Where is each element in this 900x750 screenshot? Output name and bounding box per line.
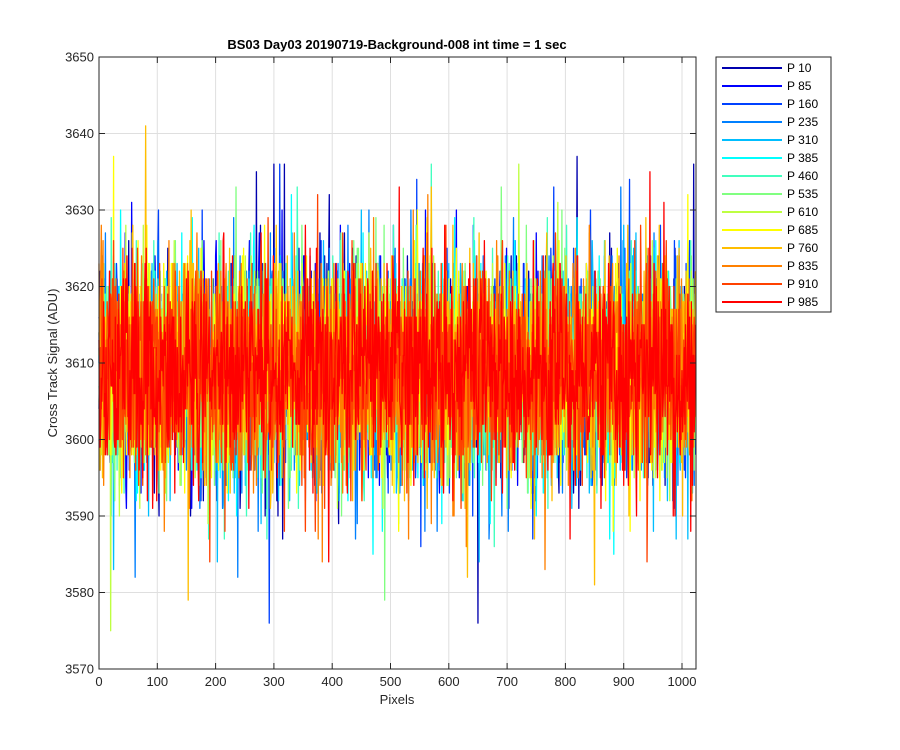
legend-box	[715, 56, 832, 313]
x-tick-label: 400	[321, 674, 343, 689]
legend-entry-label: P 760	[787, 241, 818, 255]
legend-entry-label: P 985	[787, 295, 818, 309]
x-tick-label: 600	[438, 674, 460, 689]
x-tick-label: 700	[496, 674, 518, 689]
y-tick-label: 3570	[65, 662, 94, 677]
x-tick-label: 300	[263, 674, 285, 689]
x-axis-label: Pixels	[380, 692, 415, 707]
x-tick-label: 800	[555, 674, 577, 689]
y-axis-label: Cross Track Signal (ADU)	[45, 289, 60, 438]
series-line-p910	[98, 194, 697, 563]
legend-entry-label: P 235	[787, 115, 818, 129]
legend-entry-label: P 460	[787, 169, 818, 183]
legend: P 10 P 85 P 160 P 235 P 310 P 385 P 460 P 535 P …	[715, 56, 832, 313]
x-tick-label: 100	[146, 674, 168, 689]
series-line-p985	[98, 171, 697, 563]
ticks: 0 100 200 300 400 500 600 700 800 900 1000 3570 3580…	[65, 50, 696, 690]
series-group	[98, 125, 697, 632]
legend-entry-label: P 610	[787, 205, 818, 219]
y-tick-label: 3620	[65, 279, 94, 294]
legend-entry-label: P 535	[787, 187, 818, 201]
legend-entry-label: P 835	[787, 259, 818, 273]
x-tick-label: 900	[613, 674, 635, 689]
legend-entry-label: P 910	[787, 277, 818, 291]
y-tick-label: 3600	[65, 432, 94, 447]
x-tick-label: 1000	[668, 674, 697, 689]
y-tick-label: 3650	[65, 50, 94, 65]
x-tick-label: 500	[380, 674, 402, 689]
plot-area: 0 100 200 300 400 500 600 700 800 900 1000 3570 3580…	[65, 50, 697, 690]
legend-entry-label: P 160	[787, 97, 818, 111]
x-tick-label: 0	[95, 674, 102, 689]
legend-entry-label: P 310	[787, 133, 818, 147]
x-tick-label: 200	[205, 674, 227, 689]
y-tick-label: 3580	[65, 585, 94, 600]
legend-entry-label: P 10	[787, 61, 812, 75]
y-tick-label: 3640	[65, 126, 94, 141]
y-tick-label: 3630	[65, 203, 94, 218]
y-tick-label: 3590	[65, 509, 94, 524]
legend-entry-label: P 385	[787, 151, 818, 165]
y-tick-label: 3610	[65, 356, 94, 371]
chart-title: BS03 Day03 20190719-Background-008 int t…	[227, 37, 566, 52]
legend-entry-label: P 685	[787, 223, 818, 237]
legend-entry-label: P 85	[787, 79, 812, 93]
